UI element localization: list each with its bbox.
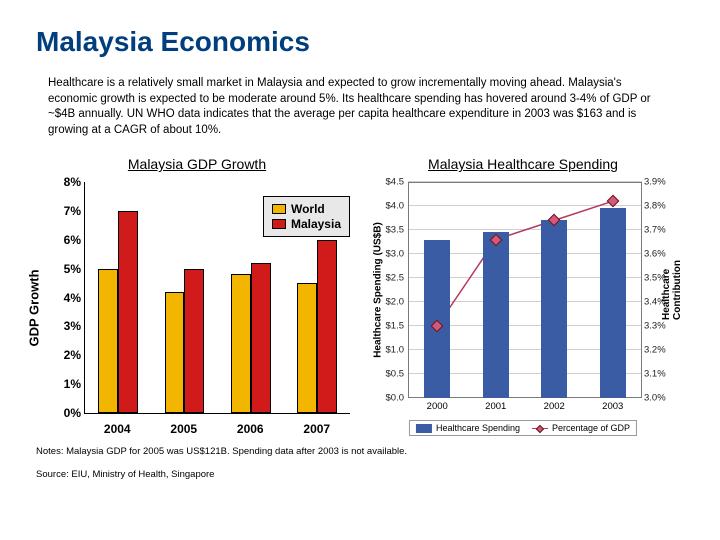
gdp-y-tick: 5% [51, 262, 81, 276]
gdp-bar [251, 263, 271, 413]
gdp-y-tick: 4% [51, 291, 81, 305]
healthcare-right-tick: 3.0% [644, 393, 674, 404]
gdp-x-tick: 2004 [104, 422, 131, 436]
healthcare-plot-area: $0.0$0.5$1.0$1.5$2.0$2.5$3.0$3.5$4.0$4.5… [408, 182, 642, 398]
healthcare-bar [541, 220, 567, 398]
healthcare-right-tick: 3.8% [644, 201, 674, 212]
gdp-bar [317, 240, 337, 413]
healthcare-x-tick: 2001 [485, 401, 506, 412]
healthcare-right-tick: 3.7% [644, 225, 674, 236]
gdp-y-tick: 6% [51, 233, 81, 247]
gdp-bar [231, 274, 251, 413]
gdp-legend: WorldMalaysia [263, 196, 350, 237]
legend-swatch [416, 424, 432, 433]
gdp-bar [165, 292, 185, 413]
healthcare-bar [424, 240, 450, 398]
healthcare-chart-title: Malaysia Healthcare Spending [366, 156, 680, 172]
gdp-y-tick: 2% [51, 348, 81, 362]
charts-row: Malaysia GDP Growth GDP Growth 0%1%2%3%4… [40, 156, 680, 438]
legend-swatch [272, 219, 286, 229]
page-title: Malaysia Economics [36, 26, 684, 58]
healthcare-right-tick: 3.6% [644, 249, 674, 260]
healthcare-x-tick: 2000 [427, 401, 448, 412]
healthcare-left-axis-label: Healthcare Spending (US$B) [373, 222, 384, 358]
healthcare-x-tick: 2003 [602, 401, 623, 412]
healthcare-x-tick: 2002 [544, 401, 565, 412]
legend-swatch [272, 204, 286, 214]
healthcare-bar [483, 232, 509, 398]
gdp-bar [98, 269, 118, 413]
source-text: Source: EIU, Ministry of Health, Singapo… [36, 469, 684, 480]
healthcare-bar [600, 208, 626, 398]
gdp-y-tick: 8% [51, 175, 81, 189]
healthcare-legend-item: Healthcare Spending [416, 423, 520, 433]
gdp-bar [184, 269, 204, 413]
healthcare-left-tick: $0.0 [378, 393, 404, 404]
gdp-chart: Malaysia GDP Growth GDP Growth 0%1%2%3%4… [40, 156, 354, 438]
intro-paragraph: Healthcare is a relatively small market … [48, 76, 672, 138]
healthcare-left-tick: $0.5 [378, 369, 404, 380]
legend-swatch [532, 428, 548, 429]
gdp-y-axis-label: GDP Growth [27, 270, 42, 347]
gdp-x-tick: 2006 [237, 422, 264, 436]
healthcare-left-tick: $4.0 [378, 201, 404, 212]
gdp-y-tick: 1% [51, 377, 81, 391]
gdp-x-tick: 2007 [303, 422, 330, 436]
gdp-bar [297, 283, 317, 413]
healthcare-left-tick: $4.5 [378, 177, 404, 188]
legend-label: Percentage of GDP [552, 423, 630, 433]
healthcare-right-tick: 3.3% [644, 321, 674, 332]
legend-label: Healthcare Spending [436, 423, 520, 433]
gdp-y-tick: 0% [51, 406, 81, 420]
healthcare-line [437, 201, 613, 326]
gdp-legend-item: World [272, 202, 341, 216]
healthcare-right-tick: 3.2% [644, 345, 674, 356]
legend-label: Malaysia [291, 217, 341, 231]
gdp-chart-title: Malaysia GDP Growth [40, 156, 354, 172]
notes-text: Notes: Malaysia GDP for 2005 was US$121B… [36, 446, 684, 457]
gdp-x-tick: 2005 [170, 422, 197, 436]
gdp-bar [118, 211, 138, 413]
legend-label: World [291, 202, 325, 216]
gdp-y-tick: 7% [51, 204, 81, 218]
healthcare-legend: Healthcare Spending Percentage of GDP [409, 420, 637, 436]
healthcare-right-axis-label: Healthcare Contribution [661, 260, 683, 320]
gdp-legend-item: Malaysia [272, 217, 341, 231]
healthcare-chart: Malaysia Healthcare Spending $0.0$0.5$1.… [366, 156, 680, 438]
healthcare-right-tick: 3.1% [644, 369, 674, 380]
healthcare-legend-item: Percentage of GDP [532, 423, 630, 433]
healthcare-right-tick: 3.9% [644, 177, 674, 188]
gdp-y-tick: 3% [51, 319, 81, 333]
